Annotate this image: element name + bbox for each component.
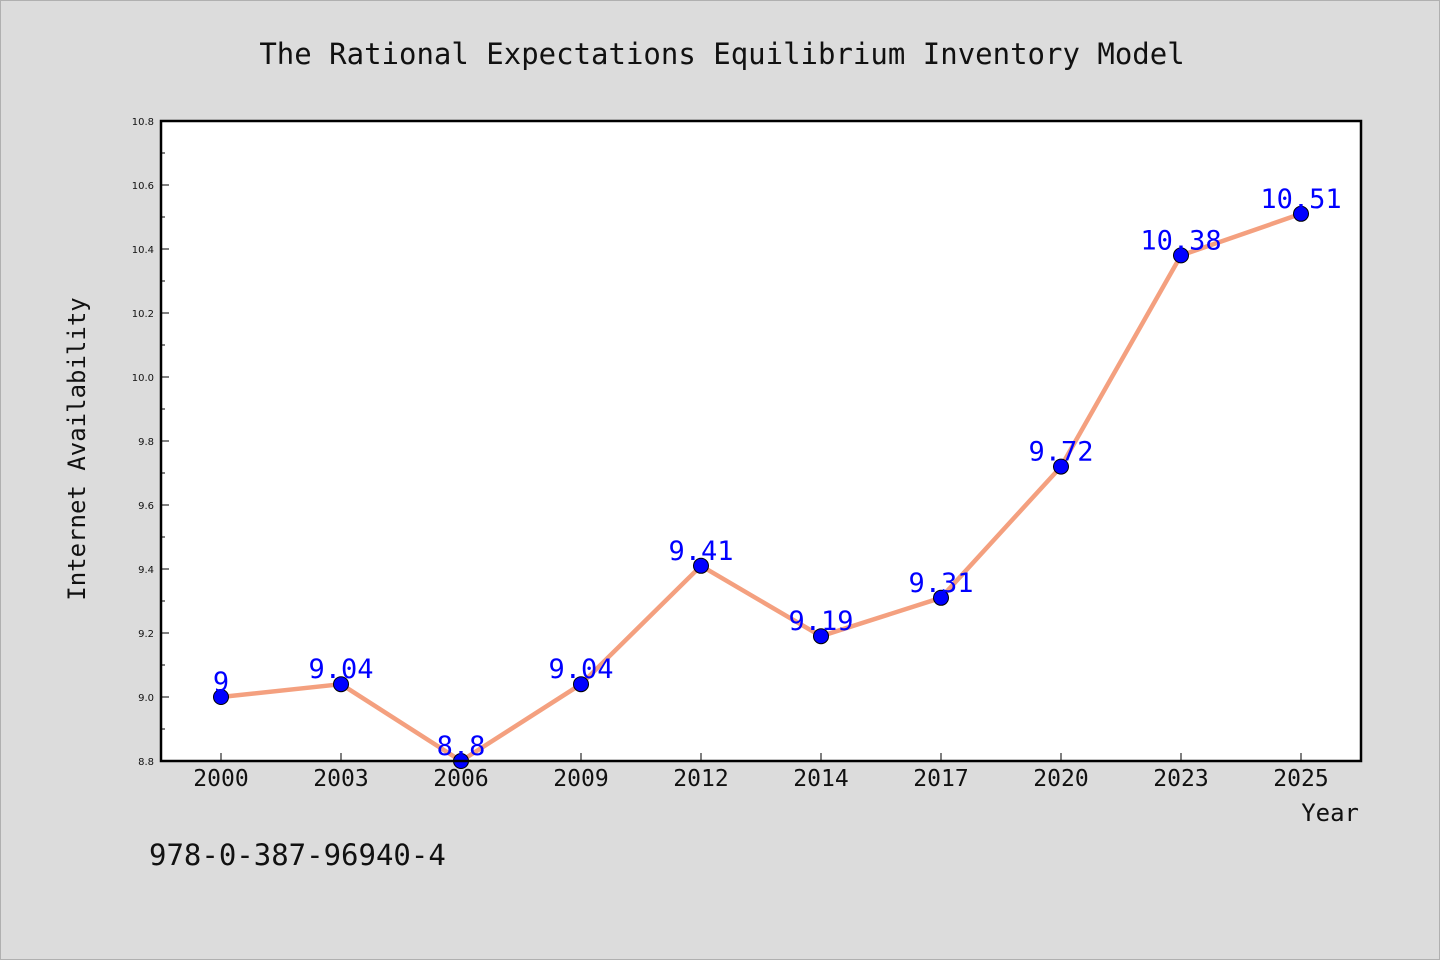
y-tick-label: 8.8 <box>138 757 154 768</box>
x-tick-label: 2014 <box>793 766 848 792</box>
x-tick-label: 2012 <box>673 766 728 792</box>
series-line <box>218 211 1304 764</box>
y-tick-label: 9.2 <box>138 629 154 640</box>
data-label: 9.04 <box>308 654 373 685</box>
data-point <box>933 589 949 606</box>
data-label: 8.8 <box>437 731 486 762</box>
x-axis: 2000 2003 2006 2009 2012 2014 2017 2020 2023 2025 <box>193 753 1329 792</box>
y-axis-label: Internet Availability <box>63 297 91 600</box>
data-label: 10.51 <box>1260 184 1341 215</box>
y-tick-label: 10.0 <box>132 373 154 384</box>
y-tick-label: 9.6 <box>138 501 154 512</box>
x-axis-label: Year <box>1301 799 1359 827</box>
x-tick-label: 2017 <box>913 766 968 792</box>
data-markers <box>213 205 1309 769</box>
plot-frame <box>159 119 1363 763</box>
y-axis: 8.8 9.0 9.2 9.4 9.6 9.8 10.0 10.2 10.4 10.6 10.8 <box>132 117 169 768</box>
x-tick-label: 2003 <box>313 766 368 792</box>
data-labels: 9 9.04 8.8 9.04 9.41 9.19 9.31 9.72 10.38 10.51 <box>213 184 1342 762</box>
data-point <box>1053 458 1069 475</box>
series-lines <box>218 211 1304 764</box>
data-label: 9.31 <box>908 568 973 599</box>
data-point <box>1293 205 1309 222</box>
data-point <box>333 676 349 693</box>
y-tick-label: 10.6 <box>132 181 154 192</box>
x-tick-label: 2025 <box>1273 766 1328 792</box>
data-point <box>693 557 709 574</box>
data-point <box>1173 247 1189 264</box>
data-label: 9.41 <box>668 536 733 567</box>
y-tick-label: 9.8 <box>138 437 154 448</box>
x-tick-label: 2006 <box>433 766 488 792</box>
y-tick-label: 10.8 <box>132 117 154 128</box>
data-point <box>213 689 229 705</box>
y-tick-label: 10.4 <box>132 245 154 256</box>
chart-title: The Rational Expectations Equilibrium In… <box>259 37 1184 71</box>
data-point <box>573 676 589 693</box>
data-point <box>813 628 829 645</box>
footer-code: 978-0-387-96940-4 <box>149 838 446 872</box>
x-tick-label: 2009 <box>553 766 608 792</box>
y-tick-label: 10.2 <box>132 309 154 320</box>
x-tick-label: 2023 <box>1153 766 1208 792</box>
y-tick-label: 9.0 <box>138 693 154 704</box>
x-tick-label: 2020 <box>1033 766 1088 792</box>
data-label: 9.04 <box>548 654 613 685</box>
plot-area <box>161 121 1361 761</box>
data-label: 9 <box>213 667 229 698</box>
x-tick-label: 2000 <box>193 766 248 792</box>
data-label: 9.72 <box>1028 437 1093 468</box>
y-tick-label: 9.4 <box>138 565 154 576</box>
data-label: 9.19 <box>788 606 853 637</box>
data-label: 10.38 <box>1140 225 1221 256</box>
